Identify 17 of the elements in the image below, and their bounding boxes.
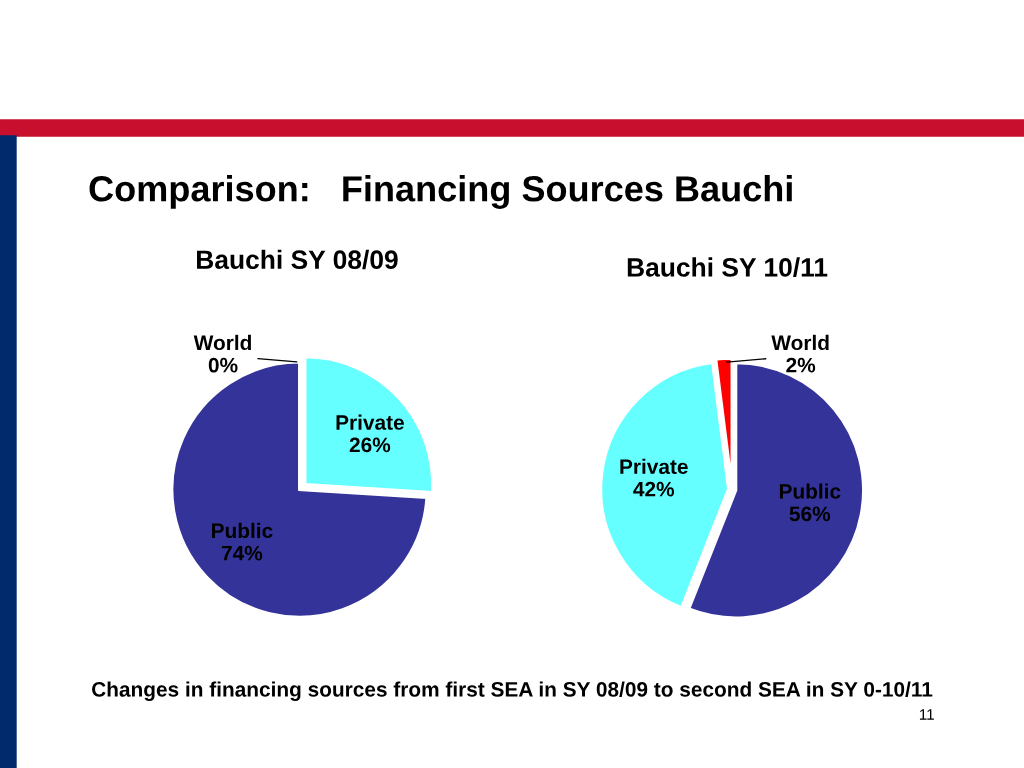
data-label: 2% (786, 357, 816, 373)
slice-label: Public (212, 522, 273, 539)
chart-title: Comparison: Financing Sources Bauchi (89, 175, 792, 209)
category-label: World (193, 334, 251, 351)
slice-label: Private (336, 414, 404, 430)
chart-title: Bauchi SY 10/11 (627, 257, 828, 278)
slice-label: Public (779, 483, 841, 499)
data-label: 26% (349, 437, 391, 453)
text: Changes in financing sources from first SEA in SY 08/09 to second SEA in SY 0-10/11 (92, 681, 933, 701)
data-label: 56% (789, 506, 831, 522)
text: 0% (208, 357, 238, 373)
data-label: 74% (221, 545, 263, 561)
text: 11 (919, 709, 934, 720)
data-label: 42% (633, 481, 675, 497)
slice-label: World (771, 334, 829, 351)
slice-label: Private (620, 458, 688, 475)
chart-subtitle: Bauchi SY 08/09 (197, 249, 398, 270)
